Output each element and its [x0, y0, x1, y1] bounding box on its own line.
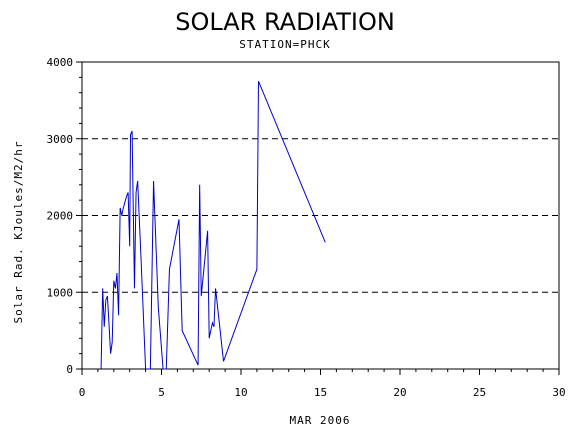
axis-ticks: 0 1000 2000 3000 4000 0 5 10 15 20 25 30: [47, 56, 566, 399]
chart-title: SOLAR RADIATION: [175, 8, 395, 36]
x-tick-label: 15: [314, 386, 327, 399]
grid-lines: [82, 61, 559, 370]
x-tick-label: 10: [234, 386, 247, 399]
x-tick-label: 20: [393, 386, 406, 399]
y-tick-label: 0: [66, 363, 73, 376]
x-axis-label: MAR 2006: [290, 414, 351, 427]
y-tick-label: 3000: [47, 133, 74, 146]
x-tick-label: 30: [552, 386, 565, 399]
y-axis-label: Solar Rad. KJoules/M2/hr: [12, 141, 25, 324]
y-tick-label: 1000: [47, 286, 74, 299]
x-tick-label: 5: [158, 386, 165, 399]
x-tick-label: 0: [79, 386, 86, 399]
y-tick-label: 2000: [47, 210, 74, 223]
chart-subtitle: STATION=PHCK: [239, 38, 330, 51]
x-tick-label: 25: [473, 386, 486, 399]
y-tick-label: 4000: [47, 56, 74, 69]
series-line-0: [100, 80, 326, 370]
series-layer: [100, 80, 326, 370]
